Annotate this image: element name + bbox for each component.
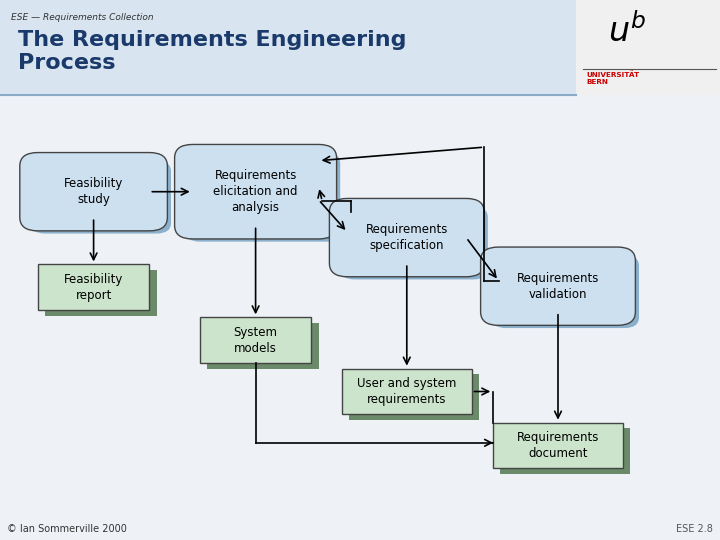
Text: Requirements
specification: Requirements specification	[366, 223, 448, 252]
FancyBboxPatch shape	[199, 317, 311, 363]
Text: User and system
requirements: User and system requirements	[357, 377, 456, 406]
Text: Requirements
elicitation and
analysis: Requirements elicitation and analysis	[213, 169, 298, 214]
Text: Feasibility
study: Feasibility study	[64, 177, 123, 206]
FancyBboxPatch shape	[342, 368, 472, 415]
Text: System
models: System models	[233, 326, 278, 355]
FancyBboxPatch shape	[340, 206, 488, 280]
Text: $\mathit{u}^b$: $\mathit{u}^b$	[608, 14, 647, 49]
FancyBboxPatch shape	[45, 269, 157, 315]
Text: The Requirements Engineering
Process: The Requirements Engineering Process	[18, 30, 407, 73]
FancyBboxPatch shape	[0, 0, 576, 94]
Text: Requirements
validation: Requirements validation	[517, 272, 599, 301]
Text: ESE — Requirements Collection: ESE — Requirements Collection	[11, 14, 153, 23]
FancyBboxPatch shape	[30, 160, 171, 233]
FancyBboxPatch shape	[576, 0, 720, 94]
FancyBboxPatch shape	[20, 152, 167, 231]
Text: ESE 2.8: ESE 2.8	[676, 523, 713, 534]
Text: Requirements
document: Requirements document	[517, 431, 599, 460]
FancyBboxPatch shape	[329, 198, 484, 276]
FancyBboxPatch shape	[491, 255, 639, 328]
FancyBboxPatch shape	[500, 428, 630, 474]
FancyBboxPatch shape	[185, 152, 340, 241]
FancyBboxPatch shape	[38, 264, 150, 310]
FancyBboxPatch shape	[174, 145, 336, 239]
Text: © Ian Sommerville 2000: © Ian Sommerville 2000	[7, 523, 127, 534]
FancyBboxPatch shape	[481, 247, 636, 325]
FancyBboxPatch shape	[207, 322, 319, 368]
Text: UNIVERSITÄT
BERN: UNIVERSITÄT BERN	[587, 71, 640, 85]
FancyBboxPatch shape	[493, 422, 623, 469]
Text: Feasibility
report: Feasibility report	[64, 273, 123, 302]
FancyBboxPatch shape	[349, 374, 479, 420]
